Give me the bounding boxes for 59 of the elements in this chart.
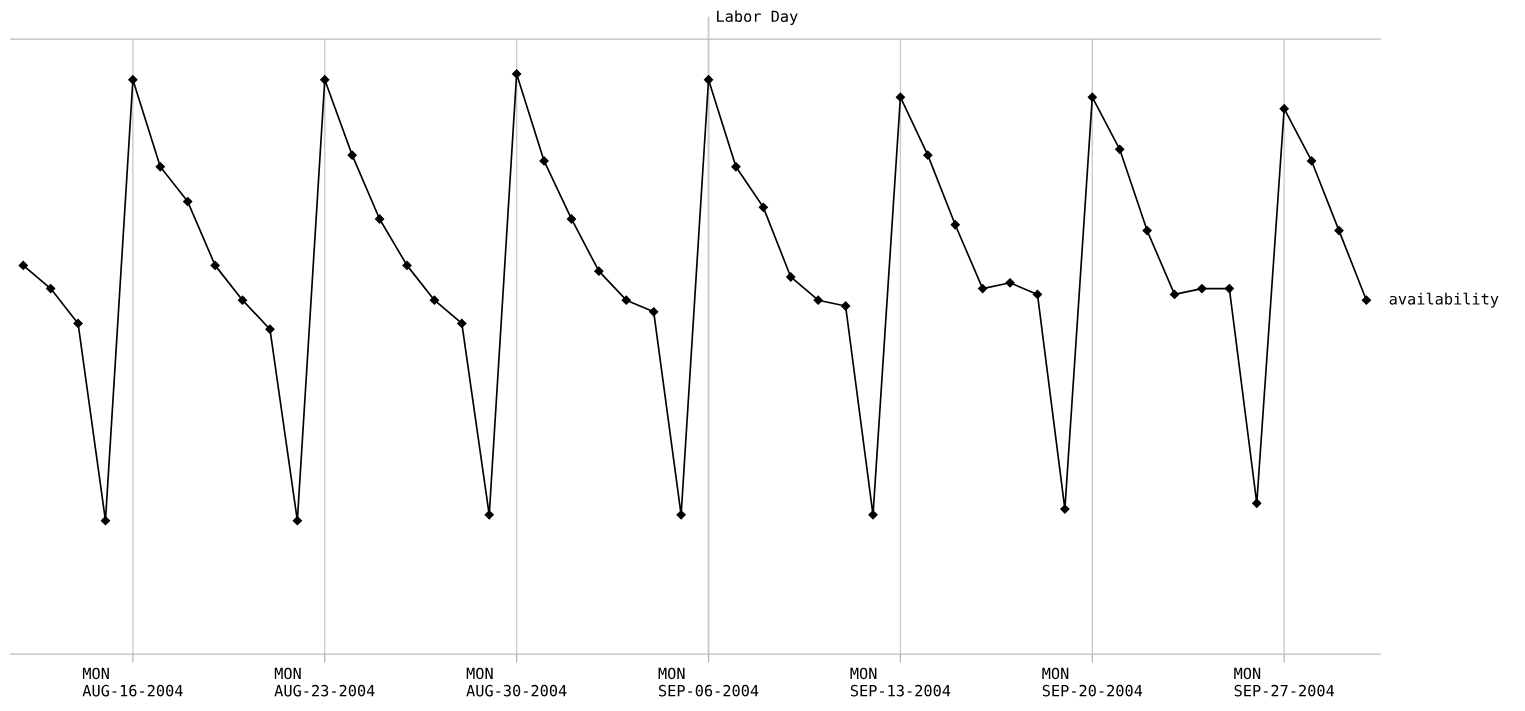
- point: [128, 75, 138, 85]
- point: [566, 214, 577, 224]
- point: [923, 150, 933, 160]
- point: [649, 307, 659, 317]
- point: [1087, 92, 1097, 102]
- point: [868, 510, 878, 520]
- point: [813, 295, 823, 305]
- point: [621, 295, 631, 305]
- point: [73, 318, 83, 329]
- x-tick-label: MON SEP-06-2004: [658, 667, 759, 697]
- point: [46, 283, 56, 294]
- point: [155, 162, 165, 172]
- point: [1306, 156, 1317, 166]
- point: [758, 202, 768, 212]
- point: [786, 272, 796, 282]
- point: [1060, 504, 1070, 514]
- point: [1142, 225, 1152, 236]
- point: [950, 220, 960, 230]
- point: [840, 301, 851, 311]
- point: [539, 156, 549, 166]
- point: [292, 516, 302, 526]
- point: [676, 510, 686, 520]
- point: [1279, 104, 1289, 114]
- point: [1197, 283, 1207, 294]
- point: [18, 260, 28, 271]
- point: [457, 318, 467, 329]
- point: [1361, 295, 1372, 305]
- x-tick-label: MON AUG-16-2004: [82, 667, 183, 697]
- point: [1005, 278, 1015, 288]
- x-tick-label: MON SEP-13-2004: [850, 667, 951, 697]
- point: [484, 510, 494, 520]
- x-tick-label: MON SEP-20-2004: [1042, 667, 1143, 697]
- point: [594, 266, 604, 276]
- point: [374, 214, 385, 224]
- point: [703, 75, 714, 85]
- point: [320, 75, 330, 85]
- point: [265, 324, 275, 334]
- x-tick-label: MON AUG-30-2004: [466, 667, 567, 697]
- point: [183, 196, 193, 207]
- point: [100, 516, 111, 526]
- ref-line-label: Labor Day: [717, 10, 798, 26]
- series-label: availability: [1389, 292, 1499, 308]
- x-tick-label: MON AUG-23-2004: [274, 667, 375, 697]
- point: [402, 260, 412, 271]
- point: [1032, 289, 1043, 300]
- point: [429, 295, 440, 305]
- point: [895, 92, 906, 102]
- x-tick-label: MON SEP-27-2004: [1234, 667, 1335, 697]
- point: [347, 150, 357, 160]
- point: [512, 69, 522, 79]
- point: [1224, 283, 1234, 294]
- point: [237, 295, 248, 305]
- point: [1334, 225, 1344, 236]
- point: [1115, 144, 1125, 154]
- point: [978, 283, 988, 294]
- point: [1169, 289, 1180, 300]
- point: [210, 260, 220, 271]
- point: [1252, 498, 1262, 508]
- point: [731, 162, 741, 172]
